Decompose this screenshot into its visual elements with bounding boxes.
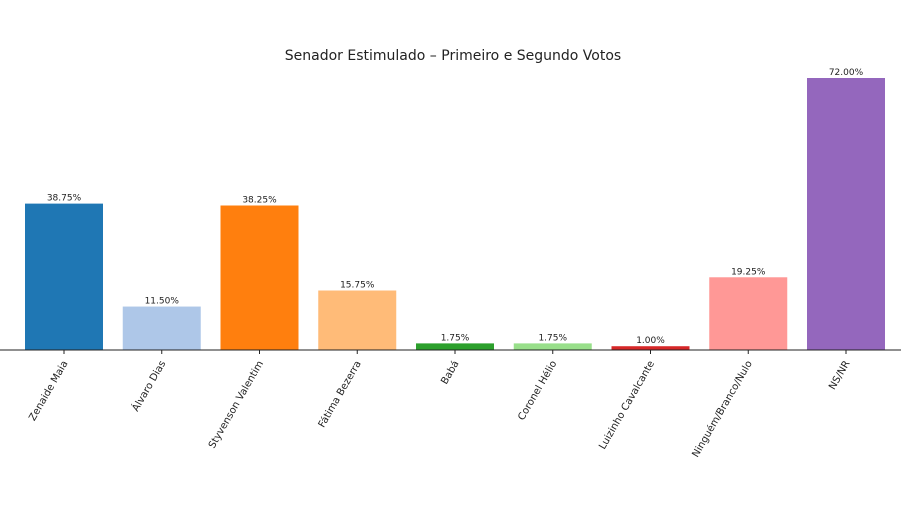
bar-luizinho-cavalcante	[611, 346, 690, 350]
x-tick-label-ninguem-branco-nulo: Ninguém/Branco/Nulo	[690, 359, 755, 460]
bar-ninguem-branco-nulo	[709, 277, 788, 350]
data-label-styvenson-valentim: 38.25%	[242, 196, 277, 206]
data-label-fatima-bezerra: 15.75%	[340, 281, 375, 291]
chart-title: Senador Estimulado – Primeiro e Segundo …	[285, 48, 621, 64]
x-tick-label-alvaro-dias: Álvaro Dias	[129, 358, 169, 414]
x-tick-labels-group: Zenaide Maia Álvaro Dias Styvenson Valenti…	[27, 358, 852, 459]
x-tick-label-baba: Babá	[438, 359, 461, 387]
x-tick-label-coronel-helio: Coronel Hélio	[516, 359, 560, 423]
x-tick-label-styvenson-valentim: Styvenson Valentim	[207, 359, 266, 451]
bar-alvaro-dias	[122, 306, 201, 350]
data-labels-group: 38.75% 11.50% 38.25% 15.75% 1.75% 1.75% 1.00% 1…	[47, 68, 864, 346]
data-label-alvaro-dias: 11.50%	[145, 297, 180, 307]
bar-zenaide-maia	[25, 203, 103, 350]
data-label-ns-nr: 72.00%	[829, 68, 864, 78]
bar-ns-nr	[807, 78, 885, 350]
bar-baba	[416, 343, 494, 350]
bar-fatima-bezerra	[318, 290, 397, 350]
data-label-zenaide-maia: 38.75%	[47, 194, 82, 204]
data-label-coronel-helio: 1.75%	[538, 333, 567, 343]
data-label-baba: 1.75%	[441, 333, 470, 343]
x-tick-label-zenaide-maia: Zenaide Maia	[27, 359, 70, 423]
bar-styvenson-valentim	[220, 205, 299, 350]
x-tick-label-fatima-bezerra: Fátima Bezerra	[316, 359, 364, 430]
data-label-ninguem-branco-nulo: 19.25%	[731, 267, 766, 277]
bars-group	[25, 78, 885, 350]
bar-coronel-helio	[513, 343, 592, 350]
x-tick-label-luizinho-cavalcante: Luizinho Cavalcante	[597, 359, 657, 452]
x-ticks-group	[63, 350, 847, 354]
data-label-luizinho-cavalcante: 1.00%	[636, 336, 665, 346]
x-tick-label-ns-nr: NS/NR	[827, 359, 852, 392]
